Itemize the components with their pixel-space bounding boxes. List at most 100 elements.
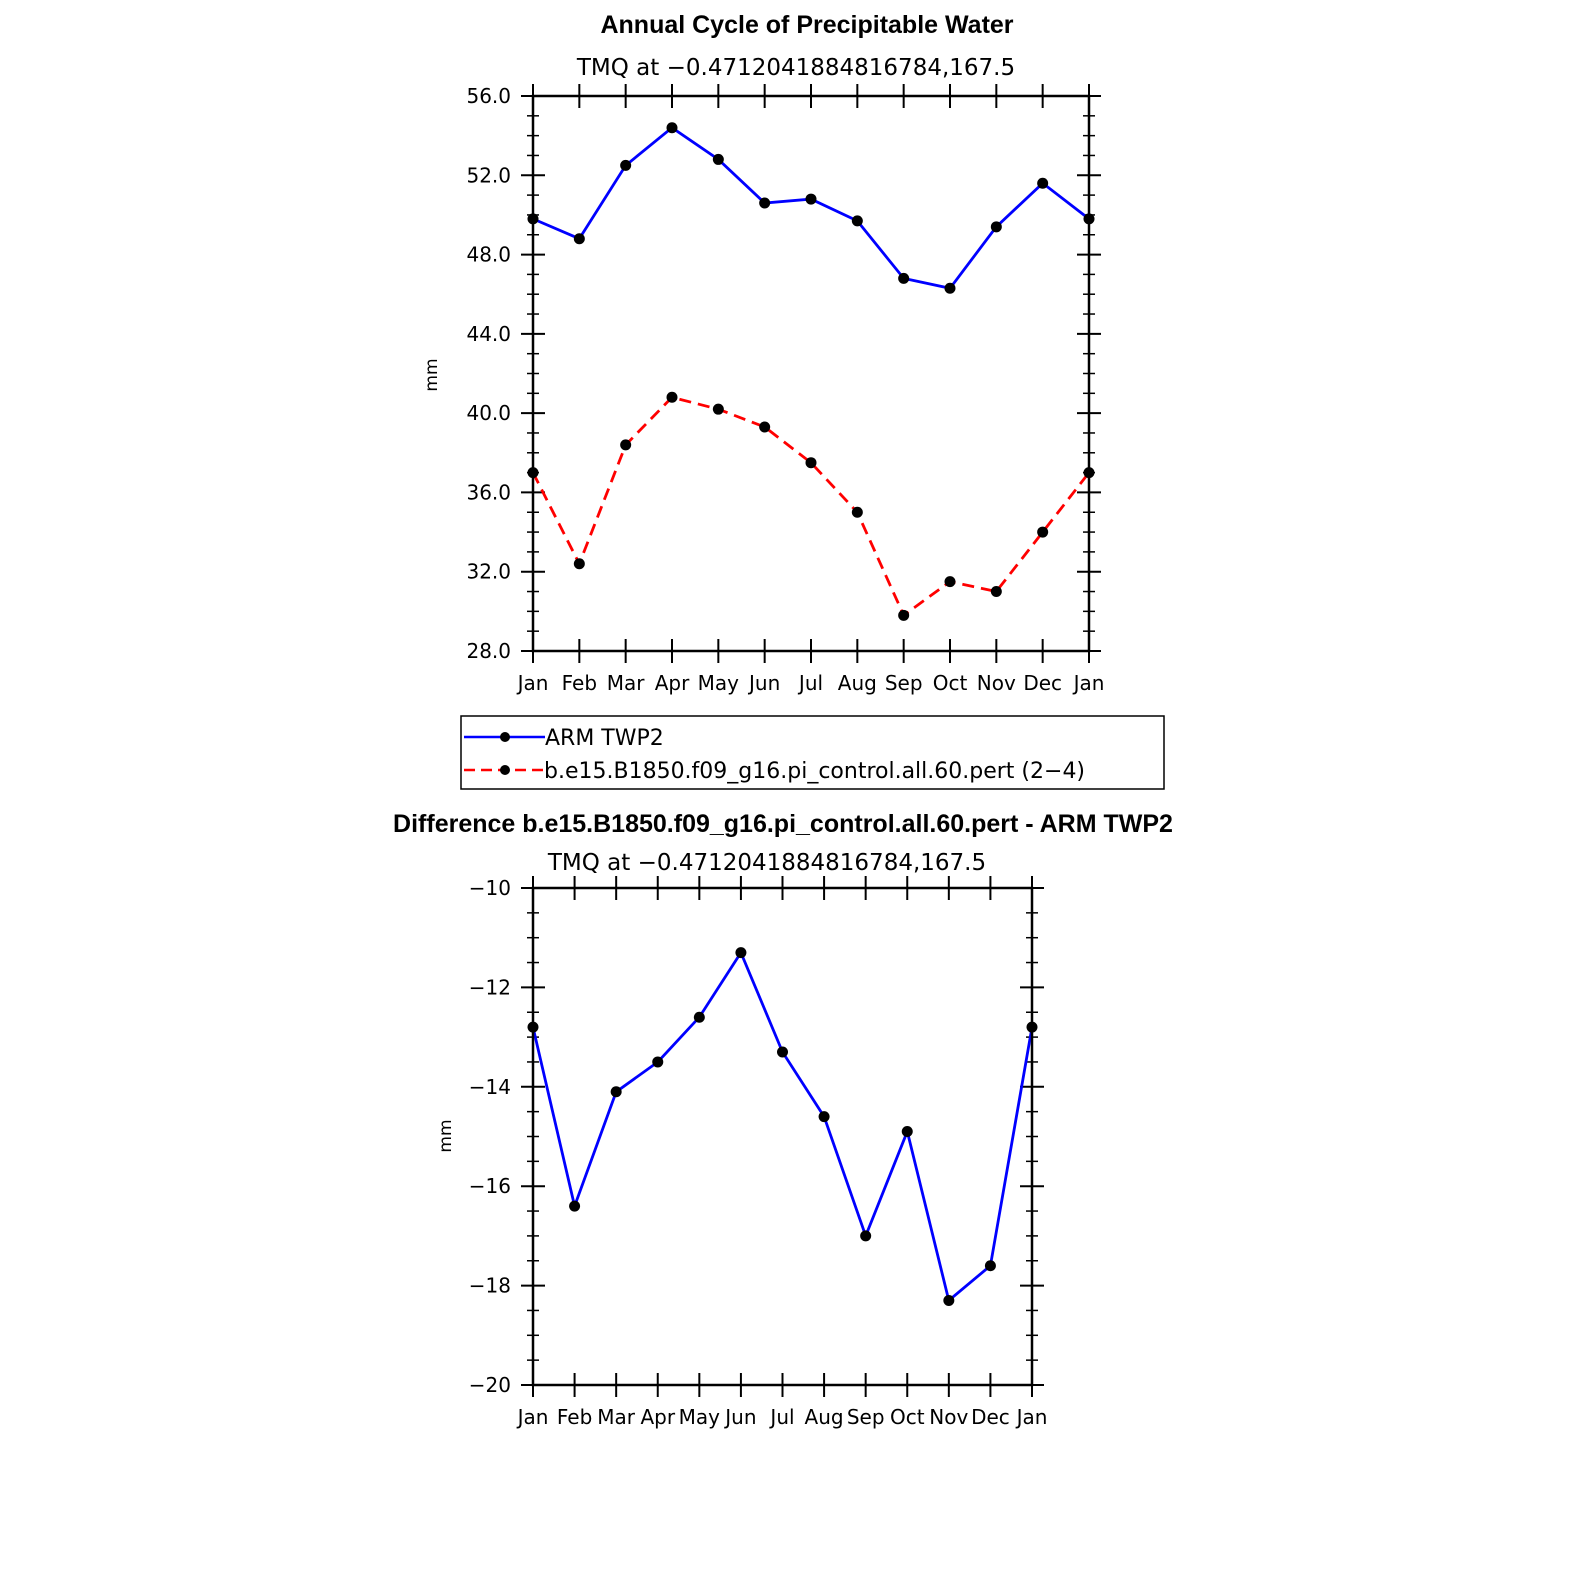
chart2-plot-frame — [531, 886, 1034, 1387]
chart1-legend: ARM TWP2 b.e15.B1850.f09_g16.pi_control.… — [460, 715, 1165, 790]
chart-precipitable-water: Annual Cycle of Precipitable Water TMQ a… — [422, 11, 1165, 790]
chart2-y-tick-labels: −20 −18 −16 −14 −12 −10 — [469, 876, 511, 1397]
data-point — [805, 193, 817, 205]
x-tick-label: Jan — [516, 1405, 549, 1429]
x-tick-label: Feb — [557, 1405, 592, 1429]
y-tick-label: −18 — [469, 1274, 511, 1298]
data-point — [620, 159, 632, 171]
data-point — [860, 1230, 872, 1242]
y-tick-label: −14 — [469, 1075, 511, 1099]
chart2-x-tick-labels: Jan Feb Mar Apr May Jun Jul Aug Sep Oct Nov Dec Jan — [516, 1405, 1048, 1429]
chart-difference: Difference b.e15.B1850.f09_g16.pi_contro… — [393, 810, 1173, 1429]
y-tick-label: 56.0 — [466, 84, 511, 108]
x-tick-label: Mar — [607, 671, 646, 695]
y-tick-label: 40.0 — [466, 401, 511, 425]
data-point — [944, 282, 956, 294]
y-tick-label: 44.0 — [466, 322, 511, 346]
data-point — [620, 439, 632, 451]
data-point — [943, 1295, 955, 1307]
x-tick-label: Jan — [516, 671, 549, 695]
x-tick-label: Mar — [597, 1405, 636, 1429]
x-tick-label: Jul — [797, 671, 823, 695]
chart2-subtitle: TMQ at −0.4712041884816784,167.5 — [547, 850, 986, 876]
chart1-ticks — [521, 84, 1101, 663]
x-tick-label: Feb — [562, 671, 597, 695]
chart1-subtitle: TMQ at −0.4712041884816784,167.5 — [576, 55, 1015, 81]
x-tick-label: May — [698, 671, 740, 695]
x-tick-label: Oct — [933, 671, 968, 695]
data-point — [1037, 526, 1049, 538]
chart1-title: Annual Cycle of Precipitable Water — [600, 11, 1013, 39]
data-point — [759, 421, 771, 433]
x-tick-label: Jan — [1072, 671, 1105, 695]
data-point — [990, 586, 1002, 598]
x-tick-label: May — [679, 1405, 721, 1429]
y-tick-label: −20 — [469, 1373, 511, 1397]
y-tick-label: −12 — [469, 975, 511, 999]
data-point — [573, 558, 585, 570]
data-point — [652, 1056, 664, 1068]
x-tick-label: Jun — [723, 1405, 756, 1429]
y-tick-label: 32.0 — [466, 560, 511, 584]
chart1-x-tick-labels: Jan Feb Mar Apr May Jun Jul Aug Sep Oct Nov Dec Jan — [516, 671, 1105, 695]
data-point — [573, 233, 585, 245]
x-tick-label: Sep — [885, 671, 923, 695]
chart1-plot-frame — [531, 94, 1091, 653]
data-point — [569, 1200, 581, 1212]
data-point — [805, 457, 817, 469]
x-tick-label: Oct — [890, 1405, 925, 1429]
data-point — [712, 403, 724, 415]
series-line-0 — [532, 125, 1090, 290]
data-point — [712, 153, 724, 165]
chart1-ylabel: mm — [422, 358, 442, 391]
x-tick-label: Dec — [1023, 671, 1062, 695]
data-point — [666, 122, 678, 134]
chart1-y-tick-labels: 28.0 32.0 36.0 40.0 44.0 48.0 52.0 56.0 — [466, 84, 511, 663]
chart1-series — [527, 122, 1095, 621]
series-line-0 — [531, 949, 1034, 1304]
chart2-series — [527, 947, 1038, 1307]
x-tick-label: Sep — [847, 1405, 885, 1429]
data-point — [990, 221, 1002, 233]
x-tick-label: Nov — [929, 1405, 968, 1429]
data-point — [984, 1260, 996, 1272]
x-tick-label: Aug — [838, 671, 877, 695]
legend-marker-model — [500, 765, 510, 775]
data-point — [777, 1046, 788, 1058]
data-point — [735, 947, 747, 959]
y-tick-label: 52.0 — [466, 163, 511, 187]
x-tick-label: Nov — [977, 671, 1016, 695]
chart2-ylabel: mm — [436, 1119, 456, 1152]
chart2-title: Difference b.e15.B1850.f09_g16.pi_contro… — [393, 810, 1173, 838]
data-point — [818, 1111, 830, 1123]
legend-label-model: b.e15.B1850.f09_g16.pi_control.all.60.pe… — [544, 759, 1085, 784]
data-point — [1037, 177, 1049, 189]
x-tick-label: Apr — [640, 1405, 675, 1429]
x-tick-label: Apr — [655, 671, 690, 695]
data-point — [666, 391, 678, 403]
x-tick-label: Jul — [768, 1405, 794, 1429]
series-line-1 — [531, 395, 1091, 618]
data-point — [901, 1126, 913, 1138]
x-tick-label: Jan — [1015, 1405, 1048, 1429]
legend-label-arm: ARM TWP2 — [545, 726, 664, 751]
x-tick-label: Dec — [971, 1405, 1010, 1429]
y-tick-label: 36.0 — [466, 480, 511, 504]
data-point — [693, 1011, 705, 1023]
legend-marker-arm — [500, 732, 510, 742]
y-tick-label: 48.0 — [466, 243, 511, 267]
data-point — [898, 609, 910, 621]
data-point — [898, 272, 910, 284]
x-tick-label: Aug — [805, 1405, 844, 1429]
legend-box — [460, 715, 1165, 790]
data-point — [759, 197, 771, 209]
y-tick-label: −10 — [469, 876, 511, 900]
data-point — [851, 215, 863, 227]
data-point — [944, 576, 956, 588]
x-tick-label: Jun — [747, 671, 780, 695]
y-tick-label: −16 — [469, 1174, 511, 1198]
data-point — [851, 506, 863, 518]
y-tick-label: 28.0 — [466, 639, 511, 663]
data-point — [610, 1086, 622, 1098]
